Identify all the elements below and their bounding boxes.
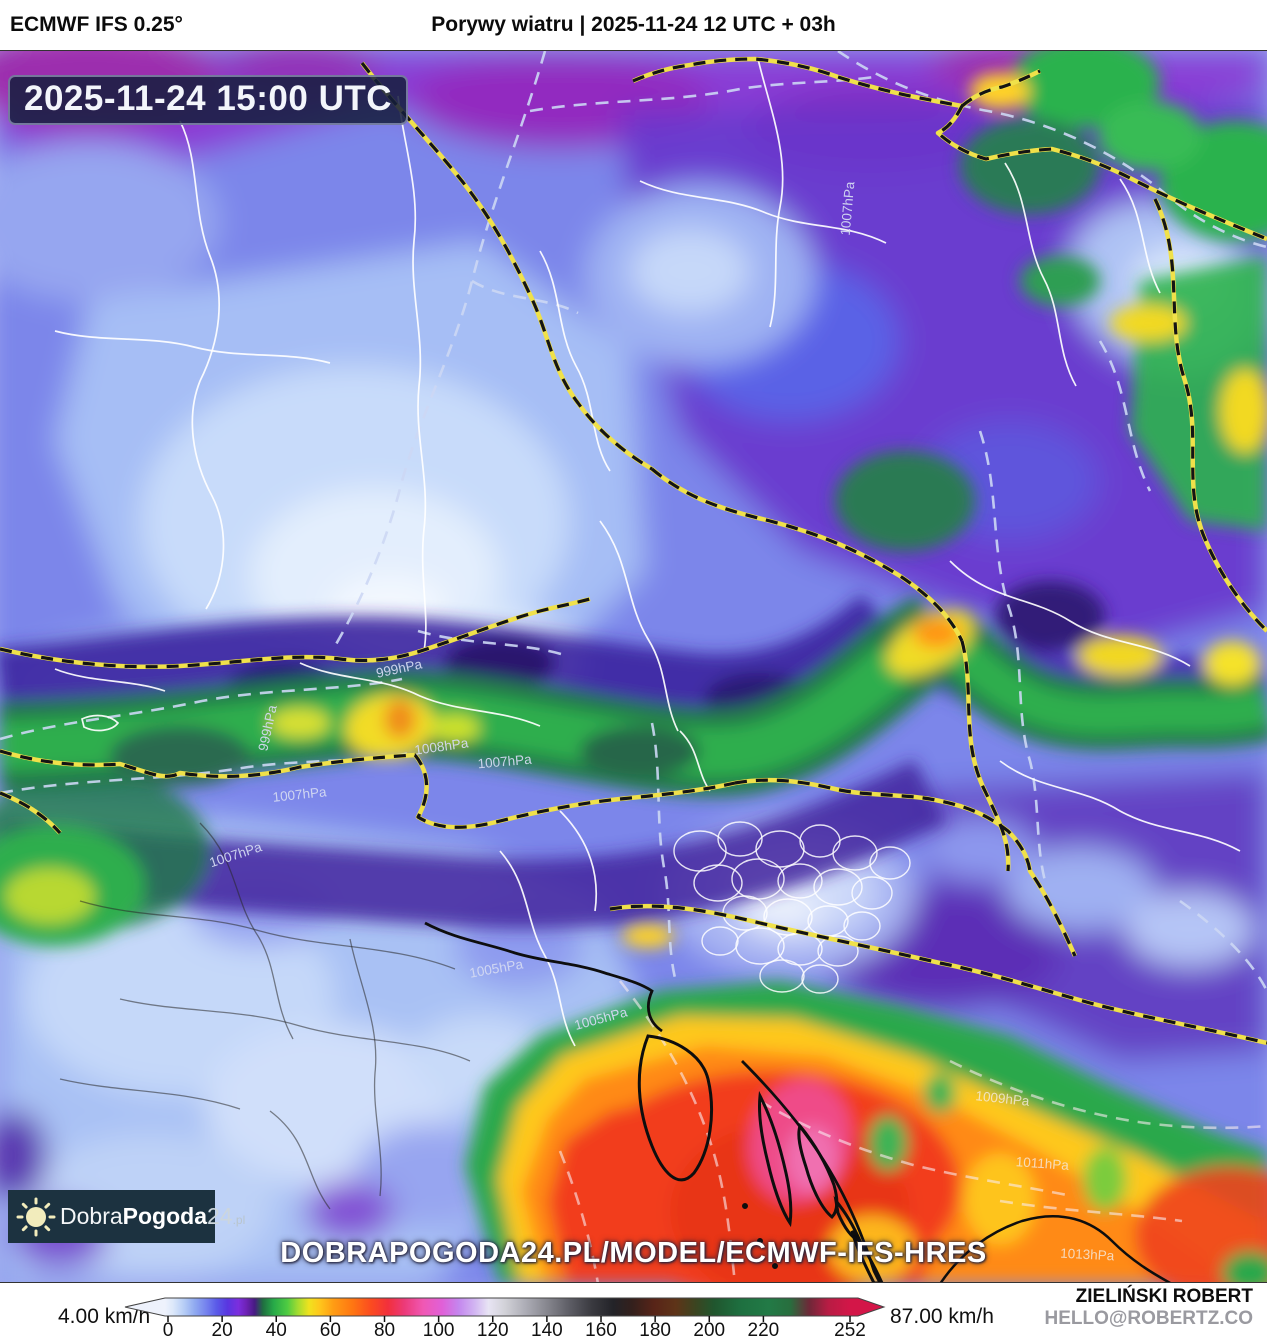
logo-wordmark: DobraPogoda24.pl [60,1203,245,1230]
scale-tick-label: 200 [693,1320,725,1338]
color-scale-arrow [124,1297,886,1317]
logo-word-dobra: Dobra [60,1203,123,1229]
logo-word-pogoda: Pogoda [122,1203,207,1229]
logo-word-24: 24 [207,1203,233,1229]
forecast-map: 999hPa 999hPa 1008hPa 1007hPa 1007hPa 1007hPa… [0,50,1267,1283]
author-contact: HELLO@ROBERTZ.CO [1044,1308,1253,1329]
pressure-label: 1007hPa [477,752,533,772]
scale-tick-label: 220 [748,1320,780,1338]
scale-tick-label: 100 [423,1320,455,1338]
model-name: ECMWF IFS 0.25° [10,13,183,36]
scale-tick-label: 120 [477,1320,509,1338]
scale-tick-label: 160 [585,1320,617,1338]
adriatic-coastline [424,921,1171,1282]
source-watermark: DOBRAPOGODA24.PL/MODEL/ECMWF-IFS-HRES [280,1237,987,1269]
timestamp-badge: 2025-11-24 15:00 UTC [8,75,408,125]
pressure-label: 1007hPa [838,181,858,237]
po-valley-borders [59,822,471,1210]
scale-tick-label: 20 [212,1320,233,1338]
gust-field-adriatic [465,924,1267,1282]
pressure-label: 1007hPa [272,784,328,805]
pressure-label: 1009hPa [975,1088,1031,1109]
credits: ZIELIŃSKI ROBERT HELLO@ROBERTZ.CO [1044,1286,1253,1330]
scale-tick-label: 140 [531,1320,563,1338]
slovenia-municipal-borders [673,821,911,994]
page-title: Porywy wiatru | 2025-11-24 12 UTC + 03h [431,13,836,36]
header: ECMWF IFS 0.25° Porywy wiatru | 2025-11-… [0,0,1267,50]
legend-footer: 4.00 km/h 0 20 40 60 80 100 120 140 160 180 200 220… [0,1283,1267,1338]
legend-max-value: 87.00 km/h [890,1305,994,1328]
regional-borders [54,58,1241,1047]
scale-tick-label: 40 [266,1320,287,1338]
legend-min-value: 4.00 km/h [58,1305,151,1328]
color-scale-ticks: 0 20 40 60 80 100 120 140 160 180 200 220 252 [163,1316,866,1338]
color-scale-bar: 0 20 40 60 80 100 120 140 160 180 200 220 252 [124,1297,886,1338]
scale-tick-label: 252 [834,1320,866,1338]
author-name: ZIELIŃSKI ROBERT [1075,1286,1253,1307]
scale-tick-label: 0 [163,1320,174,1338]
scale-tick-label: 80 [374,1320,395,1338]
dobrapogoda-logo: DobraPogoda24.pl [8,1190,245,1243]
pressure-label: 1011hPa [1015,1154,1069,1173]
national-borders [0,56,1267,1043]
isobar-lines-warm [558,980,1267,1282]
scale-tick-label: 60 [320,1320,341,1338]
scale-tick-label: 180 [639,1320,671,1338]
sun-icon [16,1197,56,1236]
logo-word-pl: .pl [232,1213,246,1227]
pressure-label: 1013hPa [1060,1246,1115,1264]
